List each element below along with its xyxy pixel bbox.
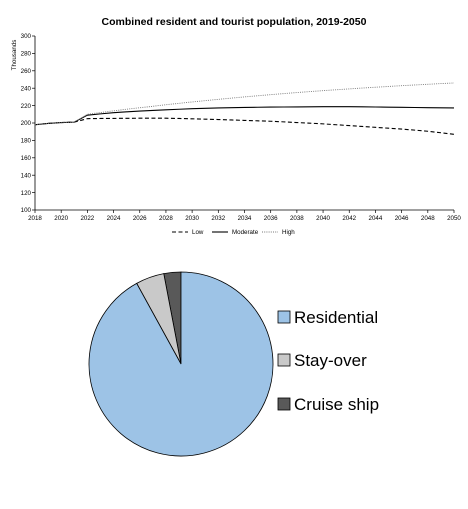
line-chart-title: Combined resident and tourist population… [102,16,367,28]
y-tick-label: 240 [21,85,32,92]
line-chart-axes [32,35,455,213]
legend-label-low: Low [192,229,204,236]
x-tick-label: 2018 [28,215,42,222]
x-tick-label: 2032 [211,215,225,222]
y-tick-label: 160 [21,155,32,162]
x-tick-label: 2044 [369,215,383,222]
pie-chart-legend: Residential Stay-over Cruise ship [277,308,379,414]
x-tick-label: 2038 [290,215,304,222]
x-tick-label: 2042 [342,215,356,222]
pie-legend-label-residential: Residential [294,308,378,327]
x-tick-label: 2022 [80,215,94,222]
pie-legend-swatch-cruise-ship [277,397,291,411]
pie-legend-swatch-stay-over [277,353,291,367]
population-pie-chart: Residential Stay-over Cruise ship [88,271,379,457]
y-tick-label: 260 [21,68,32,75]
line-series-group [34,82,455,135]
series-line-high [34,82,455,126]
y-tick-label: 100 [21,207,32,214]
y-tick-labels: 100 120 140 160 180 200 220 240 260 280 300 [21,33,32,214]
x-tick-label: 2026 [133,215,147,222]
y-axis-title: Thousands [11,40,18,71]
x-tick-label: 2020 [54,215,68,222]
pie-legend-label-stay-over: Stay-over [294,351,367,370]
x-tick-label: 2030 [185,215,199,222]
series-line-low [34,117,455,135]
y-tick-label: 220 [21,103,32,110]
x-tick-label: 2048 [421,215,435,222]
x-tick-label: 2046 [395,215,409,222]
x-tick-label: 2024 [107,215,121,222]
pie-legend-swatch-residential [277,310,291,324]
legend-label-high: High [282,229,295,236]
x-tick-label: 2040 [316,215,330,222]
population-line-chart: Combined resident and tourist population… [11,16,461,236]
pie-slice-residential [88,271,274,457]
y-tick-label: 280 [21,51,32,58]
line-chart-legend: Low Moderate High [172,229,295,236]
y-tick-label: 200 [21,120,32,127]
y-tick-label: 180 [21,138,32,145]
series-line-moderate [34,106,455,126]
x-tick-labels: 2018 2020 2022 2024 2026 2028 2030 2032 2034 2036… [28,215,461,222]
x-tick-label: 2034 [238,215,252,222]
x-tick-label: 2036 [264,215,278,222]
y-tick-label: 140 [21,172,32,179]
x-tick-label: 2028 [159,215,173,222]
y-tick-label: 120 [21,190,32,197]
pie-legend-label-cruise-ship: Cruise ship [294,395,379,414]
x-tick-label: 2050 [447,215,461,222]
legend-label-moderate: Moderate [232,229,259,236]
pie-slices-group [88,271,274,457]
y-tick-label: 300 [21,33,32,40]
